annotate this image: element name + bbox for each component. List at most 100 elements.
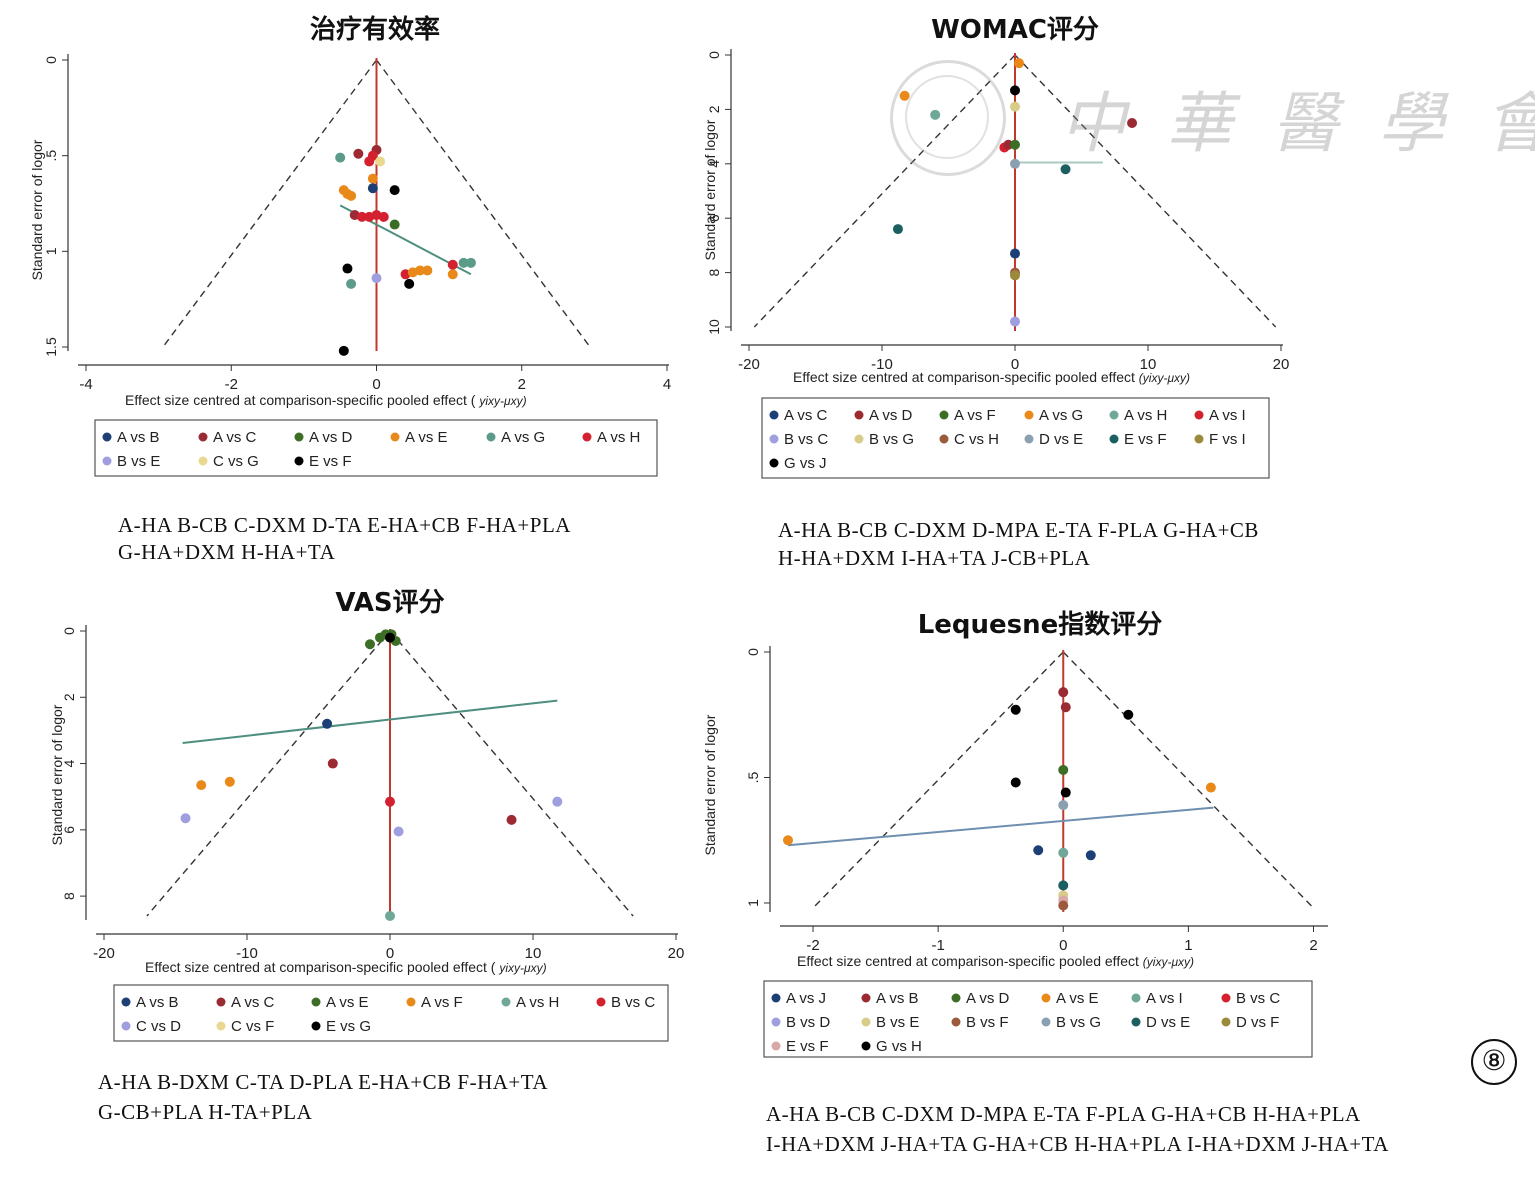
data-point bbox=[458, 257, 469, 268]
x-tick-label: -1 bbox=[931, 937, 944, 954]
legend-label: A vs D bbox=[869, 407, 913, 424]
y-tick-label: 0 bbox=[61, 627, 77, 635]
data-point bbox=[346, 190, 357, 201]
data-point bbox=[1010, 101, 1020, 112]
data-point bbox=[1058, 764, 1069, 775]
data-point bbox=[338, 345, 349, 356]
legend-label: A vs I bbox=[1209, 407, 1246, 424]
data-point bbox=[346, 278, 357, 289]
legend-marker bbox=[102, 432, 112, 442]
legend-marker bbox=[771, 1041, 781, 1051]
funnel-left-line bbox=[812, 651, 1064, 909]
legend-box bbox=[763, 980, 1313, 1058]
data-point bbox=[1127, 118, 1138, 128]
funnel-right-line bbox=[375, 59, 591, 348]
y-tick-label: 8 bbox=[706, 268, 722, 276]
chart-title: 治疗有效率 bbox=[310, 14, 440, 45]
y-tick-label: 6 bbox=[706, 214, 722, 222]
data-point bbox=[447, 259, 458, 270]
legend-label: D vs F bbox=[1236, 1014, 1279, 1031]
legend-marker bbox=[596, 997, 606, 1007]
legend-label: B vs E bbox=[876, 1014, 919, 1031]
data-point bbox=[367, 173, 378, 184]
legend-label: A vs F bbox=[954, 407, 996, 424]
legend-marker bbox=[582, 432, 592, 442]
legend-label: C vs F bbox=[231, 1018, 274, 1035]
fit-line bbox=[787, 806, 1214, 847]
x-tick-label: 20 bbox=[668, 945, 685, 962]
data-point bbox=[385, 796, 395, 807]
data-point bbox=[378, 211, 389, 222]
legend-label: G vs J bbox=[784, 455, 827, 472]
legend-marker bbox=[1041, 1017, 1051, 1027]
abbrev-line-4a: A-HA B-CB C-DXM D-MPA E-TA F-PLA G-HA+CB… bbox=[766, 1102, 1361, 1126]
funnel-left-line bbox=[146, 630, 391, 917]
legend-marker bbox=[1194, 434, 1204, 444]
legend-label: D vs E bbox=[1146, 1014, 1190, 1031]
legend-marker bbox=[406, 997, 416, 1007]
chart-title: VAS评分 bbox=[335, 588, 444, 618]
legend-label: A vs C bbox=[231, 994, 275, 1011]
data-point bbox=[1058, 800, 1069, 811]
data-point bbox=[465, 257, 476, 268]
data-point bbox=[1058, 900, 1069, 911]
legend-marker bbox=[769, 458, 779, 468]
data-point bbox=[1010, 704, 1021, 715]
legend-label: E vs F bbox=[786, 1038, 829, 1055]
data-point bbox=[393, 826, 404, 837]
legend-label: C vs D bbox=[136, 1018, 181, 1035]
x-tick-label: -2 bbox=[806, 937, 819, 954]
legend-label: B vs F bbox=[966, 1014, 1009, 1031]
legend-marker bbox=[121, 1021, 131, 1031]
legend-label: A vs C bbox=[213, 429, 257, 446]
funnel-right-line bbox=[1014, 54, 1277, 328]
legend-marker bbox=[1041, 993, 1051, 1003]
data-point bbox=[1010, 316, 1020, 327]
data-point bbox=[1010, 85, 1020, 96]
legend-label: G vs H bbox=[876, 1038, 922, 1055]
legend-marker bbox=[486, 432, 496, 442]
data-point bbox=[327, 758, 338, 769]
x-axis-label-symbol: yixy-μxy) bbox=[478, 394, 526, 408]
legend-label: A vs D bbox=[966, 990, 1010, 1007]
x-tick-label: 2 bbox=[1309, 937, 1317, 954]
y-tick-label: .5 bbox=[745, 771, 761, 783]
legend-box bbox=[113, 984, 669, 1042]
data-point bbox=[353, 148, 364, 159]
legend-label: B vs D bbox=[786, 1014, 830, 1031]
legend-label: A vs E bbox=[326, 994, 369, 1011]
funnel-plot-1: 治疗有效率 -4 -2 0 2 4 0 .5 1 1.5 Effect size centred a… bbox=[29, 14, 671, 477]
legend-box bbox=[761, 397, 1270, 479]
legend-marker bbox=[854, 434, 864, 444]
funnel-left-line bbox=[753, 54, 1016, 328]
y-tick-label: 6 bbox=[61, 826, 77, 834]
legend-label: A vs B bbox=[117, 429, 160, 446]
data-point bbox=[899, 90, 910, 101]
y-axis-label: Standard error of logor bbox=[49, 704, 65, 845]
y-tick-label: 0 bbox=[745, 648, 761, 656]
abbrev-line-2b: H-HA+DXM I-HA+TA J-CB+PLA bbox=[778, 546, 1091, 570]
legend-marker bbox=[311, 1021, 321, 1031]
data-point bbox=[1010, 777, 1021, 788]
legend-label: A vs H bbox=[1124, 407, 1167, 424]
legend-marker bbox=[951, 1017, 961, 1027]
legend-marker bbox=[861, 1041, 871, 1051]
legend-label: A vs H bbox=[516, 994, 559, 1011]
legend-label: B vs C bbox=[1236, 990, 1280, 1007]
y-tick-label: .5 bbox=[43, 150, 59, 162]
fit-line bbox=[182, 699, 558, 745]
legend-label: A vs G bbox=[1039, 407, 1083, 424]
y-tick-label: 4 bbox=[61, 759, 77, 767]
legend-marker bbox=[1194, 410, 1204, 420]
y-tick-label: 1 bbox=[43, 247, 59, 255]
data-point bbox=[375, 156, 386, 167]
data-point bbox=[196, 780, 207, 791]
x-axis-label: Effect size centred at comparison-specif… bbox=[145, 959, 547, 975]
data-point bbox=[1060, 787, 1071, 798]
legend-label: E vs G bbox=[326, 1018, 371, 1035]
legend-marker bbox=[216, 997, 226, 1007]
legend-label: A vs E bbox=[405, 429, 448, 446]
data-point bbox=[422, 265, 433, 276]
